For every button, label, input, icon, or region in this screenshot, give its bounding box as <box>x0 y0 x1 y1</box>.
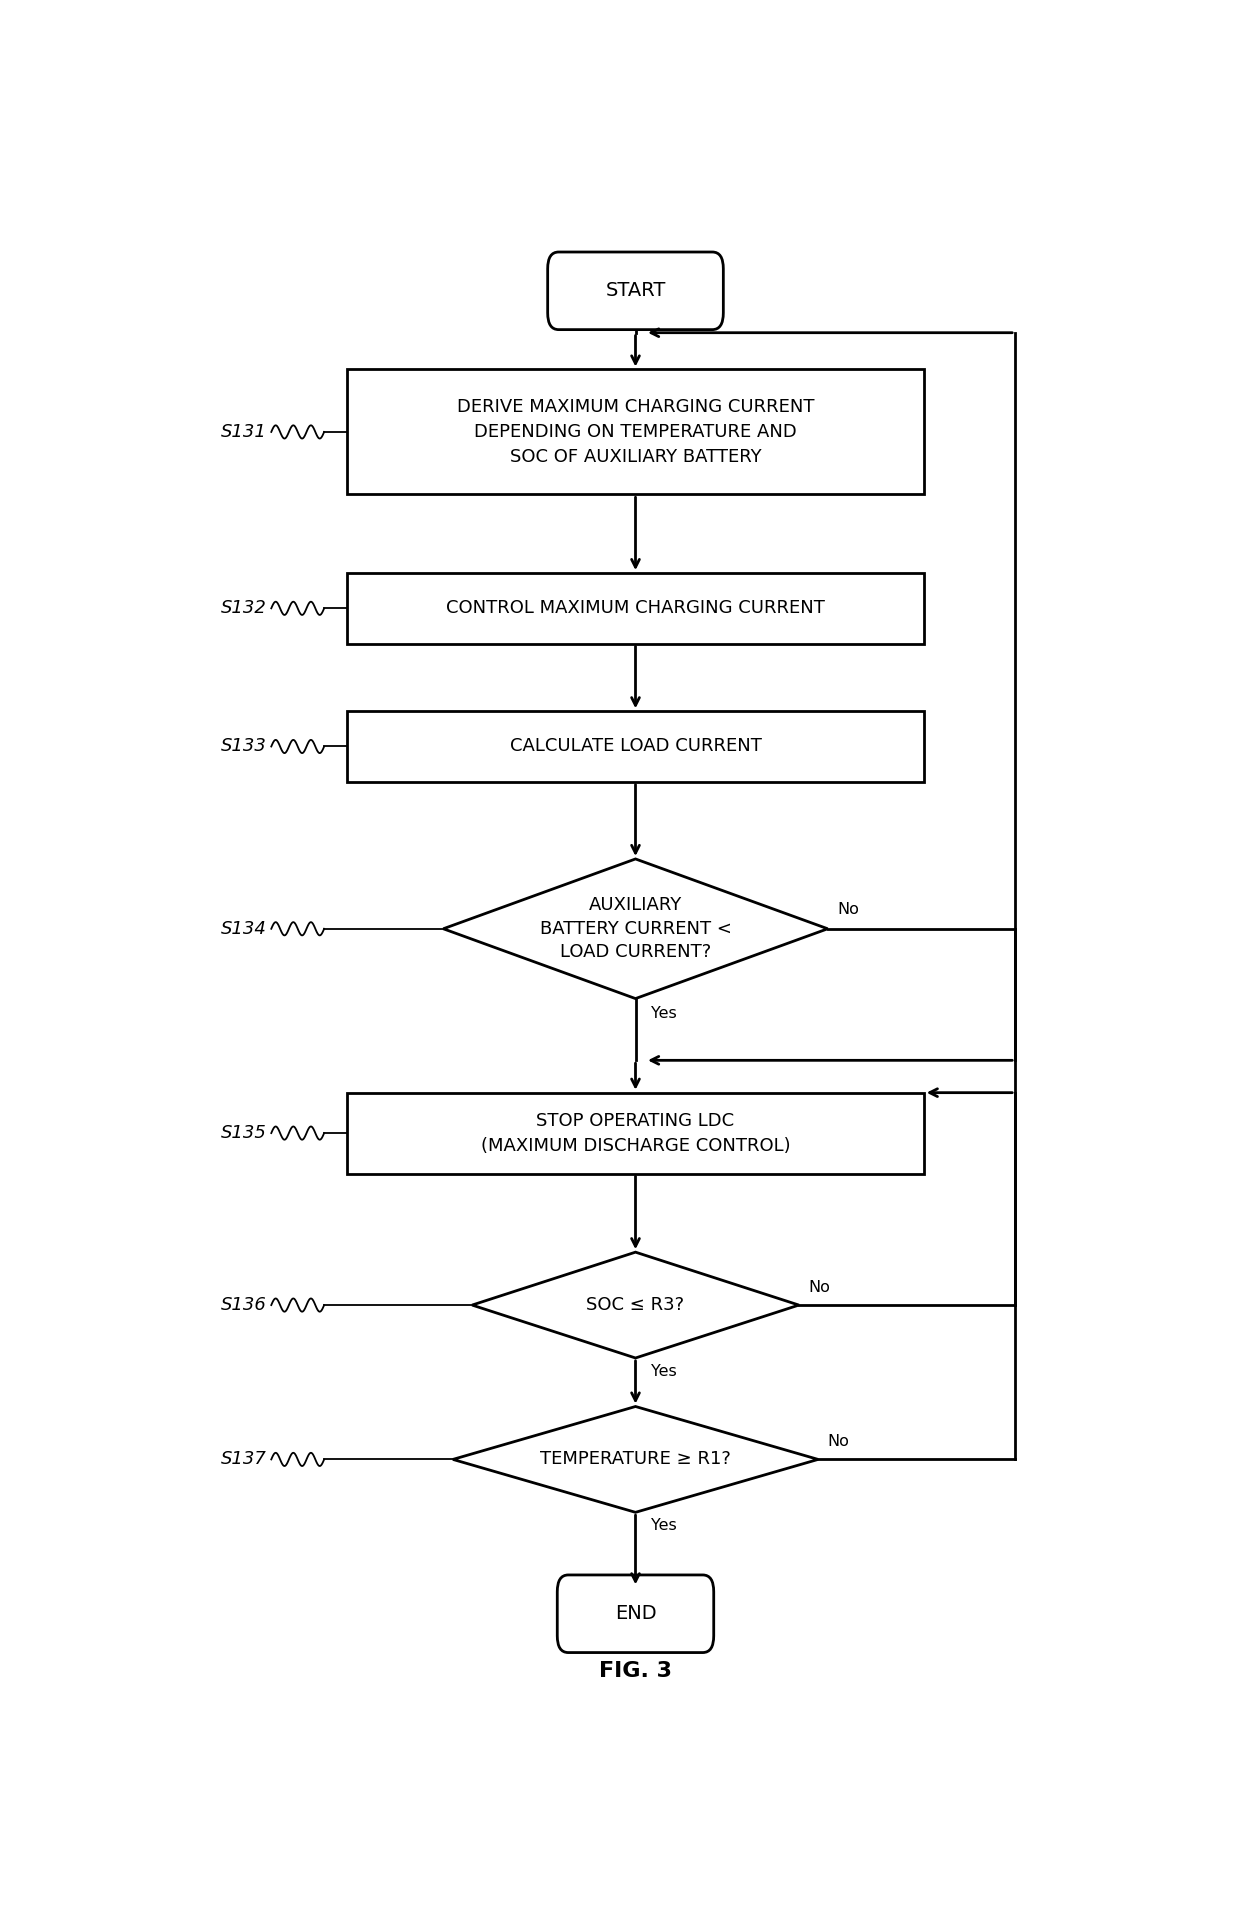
Text: STOP OPERATING LDC
(MAXIMUM DISCHARGE CONTROL): STOP OPERATING LDC (MAXIMUM DISCHARGE CO… <box>481 1111 790 1155</box>
Text: DERIVE MAXIMUM CHARGING CURRENT
DEPENDING ON TEMPERATURE AND
SOC OF AUXILIARY BA: DERIVE MAXIMUM CHARGING CURRENT DEPENDIN… <box>456 397 815 466</box>
Text: CONTROL MAXIMUM CHARGING CURRENT: CONTROL MAXIMUM CHARGING CURRENT <box>446 599 825 617</box>
Text: No: No <box>828 1434 849 1449</box>
Text: S134: S134 <box>221 920 267 937</box>
Text: S133: S133 <box>221 737 267 756</box>
Text: S136: S136 <box>221 1296 267 1313</box>
Text: END: END <box>615 1604 656 1623</box>
Polygon shape <box>472 1252 799 1357</box>
Bar <box>347 1092 924 1174</box>
FancyBboxPatch shape <box>548 252 723 330</box>
Bar <box>347 712 924 783</box>
Bar <box>347 573 924 643</box>
Text: Yes: Yes <box>651 1006 677 1021</box>
Text: START: START <box>605 281 666 300</box>
FancyBboxPatch shape <box>557 1575 714 1653</box>
Bar <box>347 370 924 494</box>
Text: AUXILIARY
BATTERY CURRENT <
LOAD CURRENT?: AUXILIARY BATTERY CURRENT < LOAD CURRENT… <box>539 895 732 962</box>
Text: No: No <box>837 903 859 916</box>
Text: S131: S131 <box>221 424 267 441</box>
Text: S132: S132 <box>221 599 267 617</box>
Polygon shape <box>453 1407 818 1512</box>
Polygon shape <box>444 859 828 998</box>
Text: S135: S135 <box>221 1124 267 1142</box>
Text: Yes: Yes <box>651 1518 677 1533</box>
Text: S137: S137 <box>221 1451 267 1468</box>
Text: SOC ≤ R3?: SOC ≤ R3? <box>587 1296 684 1313</box>
Text: No: No <box>808 1279 831 1294</box>
Text: Yes: Yes <box>651 1363 677 1378</box>
Text: TEMPERATURE ≥ R1?: TEMPERATURE ≥ R1? <box>541 1451 730 1468</box>
Text: FIG. 3: FIG. 3 <box>599 1661 672 1682</box>
Text: CALCULATE LOAD CURRENT: CALCULATE LOAD CURRENT <box>510 737 761 756</box>
